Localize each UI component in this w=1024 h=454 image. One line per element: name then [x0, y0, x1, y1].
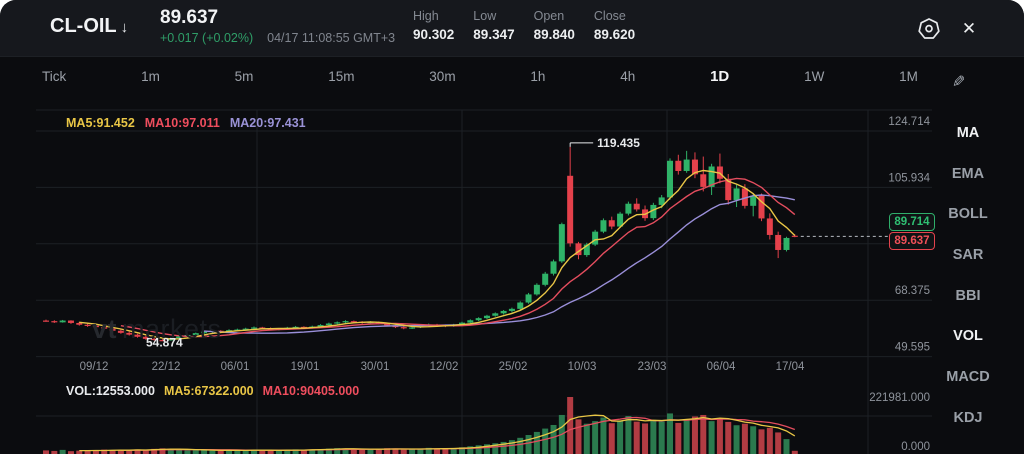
svg-text:25/02: 25/02: [499, 361, 528, 373]
svg-text:49.595: 49.595: [895, 342, 930, 354]
watermark-text: markets: [122, 314, 222, 344]
vol-value: VOL:12553.000: [66, 384, 155, 398]
stat-high: High 90.302: [413, 9, 454, 42]
svg-text:23/03: 23/03: [638, 361, 667, 373]
candlestick-chart[interactable]: 09/12 22/12 06/01 19/01 30/01 12/02 25/02 10/03…: [0, 98, 1024, 454]
tab-5m[interactable]: 5m: [234, 68, 254, 84]
header-bar: CL-OIL ↓ 89.637 +0.017 (+0.02%) 04/17 11:…: [0, 0, 1024, 57]
stat-label: High: [413, 9, 439, 23]
stat-label: Close: [593, 9, 626, 23]
tab-15m[interactable]: 15m: [328, 68, 355, 84]
ma20-legend: MA20:97.431: [229, 116, 306, 130]
tab-4h[interactable]: 4h: [620, 68, 636, 84]
sidebar-item-bbi[interactable]: BBI: [955, 287, 981, 304]
stat-value: 89.840: [533, 27, 575, 42]
ohlc-stats: High 90.302 Low 89.347 Open 89.840 Close…: [413, 9, 635, 42]
svg-text:105.934: 105.934: [888, 172, 930, 184]
ma10-legend: MA10:97.011: [144, 116, 220, 130]
stat-value: 89.347: [473, 27, 515, 42]
indicator-sidebar: MA EMA BOLL SAR BBI VOL MACD KDJ: [936, 124, 1000, 427]
sidebar-item-ma[interactable]: MA: [956, 125, 980, 141]
svg-text:17/04: 17/04: [776, 361, 805, 373]
stat-label: Low: [473, 9, 497, 23]
sidebar-item-vol[interactable]: VOL: [953, 328, 983, 345]
sidebar-item-ema[interactable]: EMA: [951, 165, 985, 182]
sidebar-item-sar[interactable]: SAR: [952, 247, 984, 264]
tab-1h[interactable]: 1h: [530, 68, 546, 84]
stat-close: Close 89.620: [594, 9, 635, 42]
tab-30m[interactable]: 30m: [429, 68, 456, 84]
svg-text:06/01: 06/01: [221, 361, 250, 373]
svg-text:06/04: 06/04: [707, 361, 736, 373]
stat-low: Low 89.347: [473, 9, 514, 42]
timeframe-tabs: Tick 1m 5m 15m 30m 1h 4h 1D 1W 1M: [40, 58, 920, 94]
svg-text:221981.000: 221981.000: [869, 392, 930, 404]
ask-price-badge: 89.714: [889, 213, 935, 231]
symbol-dropdown-arrow-icon: ↓: [120, 19, 129, 36]
tab-tick[interactable]: Tick: [42, 68, 67, 84]
broker-watermark: vt markets: [92, 314, 222, 345]
watermark-logo: vt: [92, 314, 118, 344]
price-block: 89.637 +0.017 (+0.02%) 04/17 11:08:55 GM…: [160, 7, 396, 46]
settings-icon[interactable]: [916, 16, 942, 42]
stat-label: Open: [533, 9, 565, 23]
tab-1w[interactable]: 1W: [804, 68, 825, 84]
svg-text:0.000: 0.000: [901, 441, 930, 453]
svg-text:30/01: 30/01: [361, 361, 390, 373]
stat-value: 90.302: [413, 27, 455, 42]
svg-text:19/01: 19/01: [291, 361, 320, 373]
svg-text:22/12: 22/12: [152, 361, 181, 373]
quote-timestamp: 04/17 11:08:55 GMT+3: [267, 31, 396, 45]
draw-pencil-icon[interactable]: ✎: [952, 74, 966, 91]
sidebar-item-kdj[interactable]: KDJ: [953, 409, 983, 426]
symbol-selector[interactable]: CL-OIL ↓: [50, 15, 128, 38]
symbol-name: CL-OIL: [50, 15, 117, 37]
last-price-badge: 89.637: [889, 232, 935, 250]
tab-1d[interactable]: 1D: [710, 67, 730, 85]
stat-value: 89.620: [593, 27, 636, 42]
price-change: +0.017 (+0.02%): [160, 31, 254, 45]
svg-text:124.714: 124.714: [888, 116, 930, 128]
ma5-legend: MA5:91.452: [66, 116, 135, 130]
stat-open: Open 89.840: [534, 9, 575, 42]
tab-1m-month[interactable]: 1M: [899, 68, 918, 84]
sidebar-item-macd[interactable]: MACD: [946, 369, 990, 386]
ma-legend: MA5:91.452 MA10:97.011 MA20:97.431: [66, 116, 306, 130]
svg-text:119.435: 119.435: [597, 136, 640, 150]
svg-text:10/03: 10/03: [568, 361, 597, 373]
volume-legend: VOL:12553.000 MA5:67322.000 MA10:90405.0…: [66, 384, 359, 398]
tab-1m[interactable]: 1m: [141, 68, 160, 84]
svg-text:54.874: 54.874: [146, 336, 183, 350]
svg-text:12/02: 12/02: [430, 361, 459, 373]
close-icon[interactable]: ✕: [961, 19, 977, 38]
vol-ma5-value: MA5:67322.000: [163, 384, 254, 398]
sidebar-item-boll[interactable]: BOLL: [948, 206, 988, 223]
svg-text:09/12: 09/12: [80, 361, 109, 373]
svg-text:68.375: 68.375: [895, 285, 930, 297]
last-price: 89.637: [160, 7, 219, 28]
vol-ma10-value: MA10:90405.000: [262, 384, 360, 398]
